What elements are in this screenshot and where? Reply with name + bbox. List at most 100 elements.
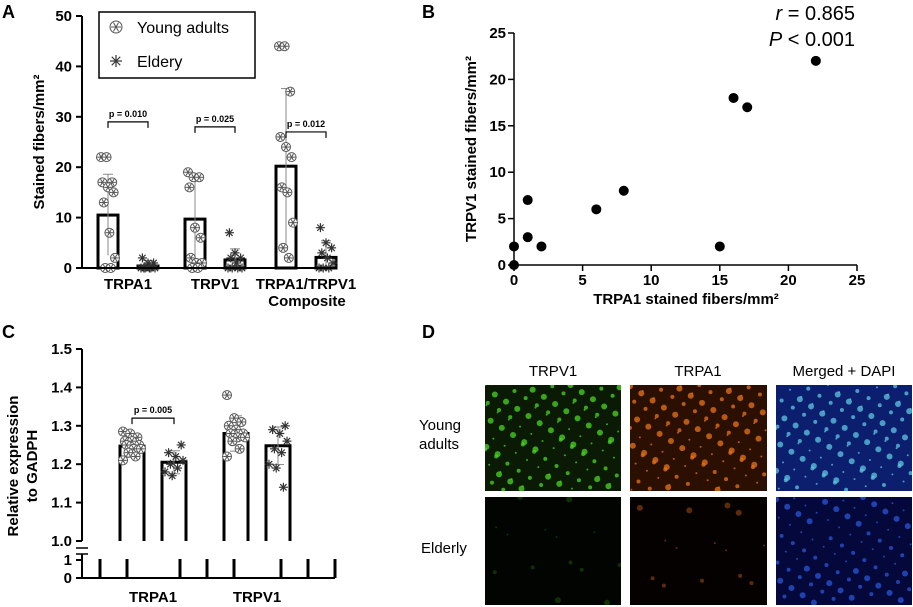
micrograph-background [776,385,912,491]
significance-bracket [131,417,175,425]
micrograph-signal [811,538,814,541]
micrograph-signal [583,405,588,410]
marker-spoke [230,437,235,445]
micrograph-signal [555,536,558,539]
micrograph-signal [882,555,885,558]
micrograph-signal [586,468,589,471]
micrograph-signal [672,457,675,460]
micrograph-signal [686,507,693,514]
micrograph-signal [786,431,791,436]
micrograph-signal [634,462,637,465]
y-tick-label: 40 [55,58,72,75]
micrograph-signal [485,404,488,407]
micrograph-signal [897,463,902,468]
micrograph-signal [494,454,499,459]
micrograph-signal [594,476,601,483]
data-point [110,252,120,263]
micrograph-signal [786,567,791,572]
micrograph-signal [799,592,806,599]
micrograph-signal [485,447,487,452]
micrograph-tile [776,497,912,605]
micrograph-signal [862,558,867,563]
significance-bracket [194,126,236,133]
micrograph-signal [824,430,827,433]
micrograph-signal [706,479,709,482]
micrograph-signal [834,391,841,398]
micrograph-signal [585,422,592,429]
micrograph-signal [866,531,871,536]
marker-spoke [138,445,144,453]
micrograph-signal [545,413,548,416]
marker-spoke [112,254,118,262]
micrograph-signal [592,459,597,464]
micrograph-signal [514,405,521,412]
micrograph-signal [852,568,859,575]
marker-spoke [231,414,237,422]
micrograph-background [485,497,621,605]
micrograph-signal [895,579,900,584]
data-point [165,459,175,469]
micrograph-signal [660,404,667,411]
y-tick-label: 1.4 [51,379,73,396]
micrograph-signal [677,431,680,434]
micrograph-signal [888,410,893,415]
micrograph-signal [904,391,909,396]
micrograph-signal [864,485,867,488]
marker-spoke [105,183,111,191]
data-point [222,451,232,462]
marker-spoke [227,254,235,262]
micrograph-signal [904,523,911,530]
micrograph-signal [820,589,825,594]
micrograph-signal [630,385,633,390]
marker-spoke [166,460,175,468]
micrograph-signal [893,515,900,522]
micrograph-signal [572,398,577,403]
micrograph-signal [737,395,744,402]
micrograph-signal [853,478,856,481]
data-point [236,253,246,263]
marker-spoke [107,229,112,237]
data-point [108,187,119,198]
marker-spoke [168,472,176,480]
marker-spoke [279,183,285,191]
micrograph-signal [846,444,849,447]
legend-marker-icon [109,20,123,34]
data-point [130,451,141,462]
micrograph-signal [776,428,777,431]
y-tick-label: 1.1 [51,495,72,512]
micrograph-signal [806,386,811,391]
micrograph-signal [617,562,621,567]
micrograph-signal [795,485,800,490]
micrograph-signal [550,385,555,389]
marker-spoke [279,483,288,491]
marker-spoke [179,456,187,464]
x-tick-label: 5 [578,272,586,289]
micrograph-signal [891,473,894,476]
micrograph-signal [537,466,540,469]
micrograph-signal [679,445,686,452]
y-tick-label: 1.0 [51,533,72,550]
micrograph-signal [759,409,766,416]
micrograph-signal [699,399,706,406]
micrograph-signal [726,434,729,437]
micrograph-signal [630,425,632,430]
micrograph-signal [815,436,822,443]
data-point [227,436,238,447]
marker-spoke [120,427,126,436]
row-label-young-adults-line-1: Young [419,417,461,434]
data-point [184,182,195,193]
marker-spoke [287,88,293,96]
p-value-label: p = 0.005 [134,405,172,415]
micrograph-signal [884,572,889,577]
marker-spoke [226,422,232,430]
micrograph-signal [813,555,818,560]
micrograph-signal [596,429,603,436]
marker-spoke [192,224,198,232]
panel-d-micrographs: TRPV1 TRPA1 Merged + DAPI Young adults E… [419,363,912,605]
micrograph-signal [695,472,698,475]
micrograph-signal [797,438,802,443]
micrograph-signal [901,434,908,441]
micrograph-signal [733,467,736,470]
micrograph-signal [569,444,574,449]
micrograph-signal [784,550,787,553]
